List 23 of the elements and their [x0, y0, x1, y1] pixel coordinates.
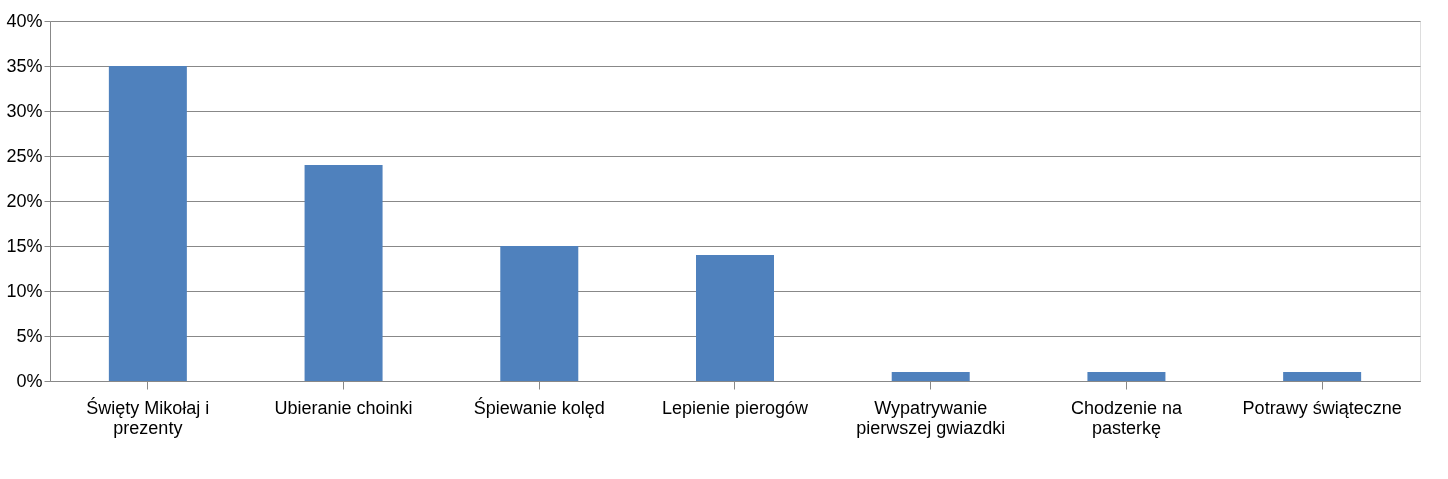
- bar: [304, 165, 383, 381]
- bar: [500, 246, 579, 381]
- y-tick-label: 30%: [6, 100, 43, 121]
- x-tick-label: Chodzenie na pasterkę: [1070, 397, 1183, 438]
- x-tick-label: Potrawy świąteczne: [1242, 397, 1402, 418]
- y-tick-label: 20%: [6, 190, 43, 211]
- bar: [891, 372, 970, 381]
- y-tick-label: 0%: [16, 370, 43, 391]
- x-tick-label: Święty Mikołaj i prezenty: [86, 396, 210, 438]
- bar: [108, 66, 187, 381]
- x-tick-label: Lepienie pierogów: [661, 397, 810, 418]
- y-tick-label: 5%: [16, 325, 43, 346]
- y-tick-label: 35%: [6, 55, 43, 76]
- x-tick-label: Wypatrywanie pierwszej gwiazdki: [856, 397, 1006, 438]
- bar: [1087, 372, 1166, 381]
- y-tick-label: 10%: [6, 280, 43, 301]
- x-tick-label: Śpiewanie kolęd: [473, 396, 605, 418]
- y-tick-label: 40%: [6, 10, 43, 31]
- x-tick-label: Ubieranie choinki: [274, 397, 413, 418]
- bar: [696, 255, 774, 381]
- bar: [1283, 372, 1362, 381]
- y-tick-label: 25%: [6, 145, 43, 166]
- y-tick-label: 15%: [6, 235, 43, 256]
